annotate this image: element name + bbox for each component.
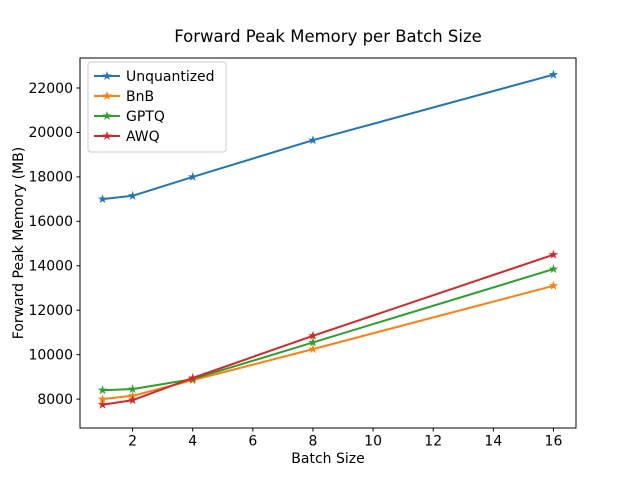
- marker-gptq: [97, 385, 108, 395]
- x-tick-label: 10: [364, 434, 382, 450]
- marker-gptq: [308, 337, 318, 347]
- marker-gptq: [127, 384, 138, 394]
- marker-bnb: [308, 344, 318, 354]
- y-tick-label: 22000: [28, 81, 73, 97]
- y-tick-label: 16000: [28, 214, 73, 230]
- x-tick-label: 12: [424, 434, 442, 450]
- x-axis-label: Batch Size: [291, 451, 365, 467]
- marker-gptq: [548, 264, 559, 274]
- legend-label-awq: AWQ: [126, 129, 160, 145]
- marker-awq: [548, 249, 559, 259]
- legend-marker-bnb: [102, 91, 112, 101]
- marker-bnb: [548, 280, 559, 290]
- marker-awq: [127, 395, 138, 405]
- x-tick-label: 16: [545, 434, 563, 450]
- legend-label-bnb: BnB: [126, 89, 154, 105]
- y-tick-label: 12000: [28, 303, 73, 319]
- legend-marker-awq: [102, 131, 112, 141]
- plot-line-gptq: [101, 268, 555, 392]
- legend-marker-gptq: [102, 111, 112, 121]
- x-tick-label: 4: [188, 434, 197, 450]
- marker-unquantized: [187, 171, 198, 181]
- legend-box: [87, 61, 227, 153]
- marker-bnb: [97, 394, 108, 404]
- x-tick-label: 6: [248, 434, 257, 450]
- legend-label-gptq: GPTQ: [126, 109, 165, 125]
- y-axis-label: Forward Peak Memory (MB): [11, 146, 27, 340]
- legend-label-unquantized: Unquantized: [126, 69, 215, 85]
- y-tick-label: 10000: [28, 347, 73, 363]
- marker-awq: [97, 399, 108, 409]
- marker-unquantized: [308, 135, 318, 145]
- x-tick-label: 14: [484, 434, 502, 450]
- y-tick-label: 14000: [28, 259, 73, 275]
- marker-unquantized: [548, 69, 559, 79]
- chart-title: Forward Peak Memory per Batch Size: [174, 27, 482, 46]
- y-tick-label: 18000: [28, 170, 73, 186]
- marker-awq: [308, 330, 318, 340]
- y-tick-label: 20000: [28, 125, 73, 141]
- marker-unquantized: [127, 190, 138, 200]
- x-tick-label: 8: [309, 434, 318, 450]
- x-tick-label: 2: [128, 434, 137, 450]
- legend-marker-unquantized: [102, 71, 112, 81]
- y-tick-label: 8000: [37, 392, 73, 408]
- plot-border: [79, 57, 577, 429]
- marker-awq: [187, 373, 198, 383]
- marker-unquantized: [97, 194, 108, 204]
